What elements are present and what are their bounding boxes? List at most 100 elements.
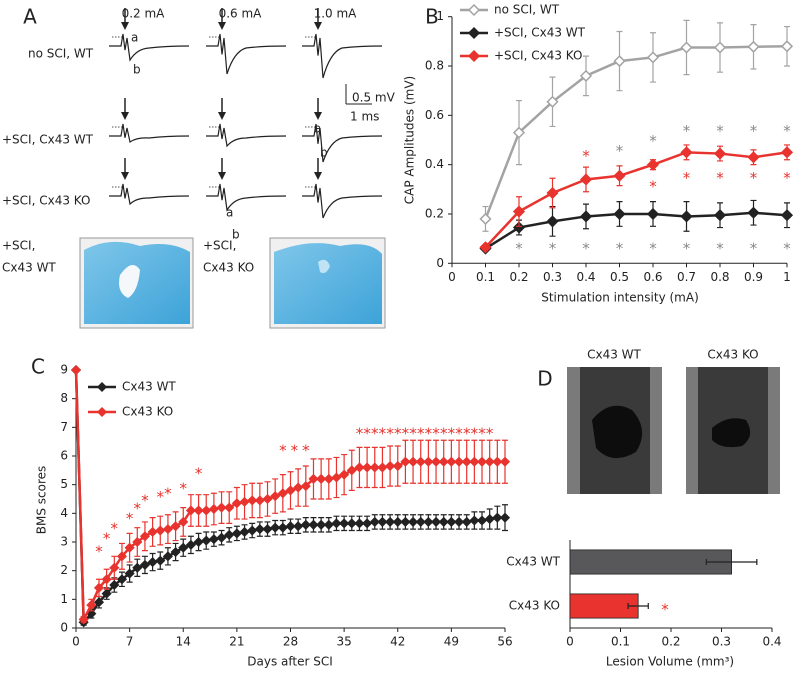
y-tick-label: 7: [60, 420, 68, 434]
arrow-head: [121, 172, 129, 180]
significance: *: [157, 488, 165, 506]
marker: [780, 146, 794, 159]
marker: [479, 241, 492, 254]
significance: *: [195, 465, 203, 483]
series-line: [484, 45, 788, 220]
x-tick-label: 1: [783, 270, 791, 284]
y-tick-label: Cx43 KO: [509, 599, 560, 613]
significance: *: [448, 424, 456, 442]
marker: [446, 516, 457, 527]
significance: *: [750, 122, 758, 140]
series-line: [484, 211, 788, 250]
trace: [109, 183, 190, 206]
lesion: [592, 405, 643, 459]
legend-label: Cx43 WT: [122, 380, 176, 394]
marker: [747, 151, 760, 164]
legend-label: no SCI, WT: [494, 3, 560, 17]
marker: [362, 518, 373, 529]
significance: *: [402, 424, 410, 442]
x-axis-label: Days after SCI: [247, 655, 333, 669]
marker: [247, 525, 258, 536]
marker: [408, 456, 419, 467]
significance: *: [582, 147, 590, 165]
marker: [124, 542, 135, 553]
marker: [116, 574, 128, 585]
panel-label: C: [31, 355, 45, 379]
significance: *: [616, 239, 624, 257]
significance: *: [750, 169, 758, 187]
marker: [546, 215, 559, 228]
x-tick-label: 28: [283, 635, 298, 649]
marker: [400, 456, 411, 467]
y-tick-label: 4: [60, 506, 68, 520]
x-tick-label: 0.7: [677, 270, 696, 284]
marker: [300, 519, 311, 530]
marker: [239, 496, 250, 507]
marker: [780, 40, 794, 53]
row-label: +SCI, Cx43 WT: [2, 133, 94, 147]
marker: [476, 456, 488, 467]
marker: [109, 579, 120, 591]
marker: [512, 221, 526, 234]
marker: [339, 469, 350, 480]
marker: [216, 502, 227, 513]
marker: [139, 531, 151, 542]
tissue: [274, 243, 382, 324]
significance: *: [783, 122, 791, 140]
marker: [680, 146, 693, 159]
x-tick-label: 0.4: [576, 270, 595, 284]
y-tick-label: 2: [60, 563, 68, 577]
marker: [101, 574, 112, 585]
significance: *: [683, 122, 691, 140]
series-line: [484, 151, 788, 249]
marker: [162, 524, 173, 535]
significance: *: [716, 239, 724, 257]
marker: [613, 55, 626, 68]
marker: [747, 40, 760, 53]
intensity-label: 0.2 mA: [122, 7, 166, 21]
x-tick-label: 56: [497, 635, 512, 649]
significance: *: [409, 424, 417, 442]
x-tick-label: 0: [566, 635, 574, 649]
marker: [546, 95, 559, 108]
legend-marker: [96, 406, 108, 418]
trace: [302, 183, 383, 219]
marker: [254, 495, 265, 506]
marker: [193, 536, 204, 548]
lesion: [119, 265, 140, 298]
legend-label: +SCI, Cx43 KO: [494, 49, 582, 63]
marker: [453, 516, 465, 527]
marker: [224, 502, 235, 513]
marker: [354, 462, 365, 473]
significance: *: [111, 520, 119, 538]
significance: *: [126, 510, 134, 528]
marker: [430, 516, 442, 527]
significance: *: [616, 142, 624, 160]
marker: [70, 364, 82, 376]
marker: [579, 69, 593, 82]
significance: *: [582, 239, 590, 257]
marker: [147, 526, 158, 538]
significance: *: [394, 424, 402, 442]
marker: [293, 521, 304, 532]
bar: [569, 593, 639, 619]
bar: [569, 549, 733, 575]
marker: [139, 559, 151, 570]
histology-label: Cx43 WT: [2, 261, 56, 275]
marker: [293, 482, 304, 493]
marker: [201, 505, 212, 516]
panel-d-images: Cx43 WT Cx43 KO: [567, 348, 780, 494]
intensity-label: 0.6 mA: [219, 7, 263, 21]
y-tick-label: 0.2: [425, 206, 444, 220]
significance: *: [716, 169, 724, 187]
x-tick-label: 49: [444, 635, 459, 649]
panel-label: A: [23, 5, 37, 29]
marker: [512, 205, 526, 218]
marker: [270, 491, 281, 502]
marker: [185, 539, 196, 550]
significance: *: [134, 500, 142, 518]
marker: [385, 460, 396, 472]
y-tick-label: 0.6: [425, 108, 444, 122]
marker: [155, 525, 166, 536]
marker: [316, 473, 327, 484]
